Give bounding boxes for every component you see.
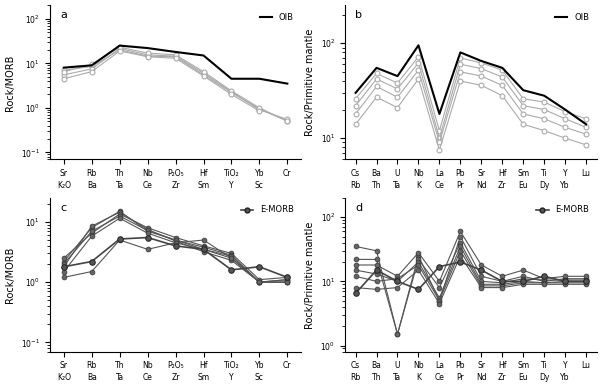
Text: Pr: Pr [456, 181, 464, 190]
Text: Zr: Zr [172, 181, 180, 190]
Text: Yb: Yb [560, 181, 570, 190]
Legend: E-MORB: E-MORB [237, 202, 297, 218]
Text: Zr: Zr [172, 373, 180, 382]
Text: Y: Y [229, 373, 234, 382]
Text: d: d [355, 203, 362, 213]
Text: c: c [60, 203, 66, 213]
Text: Ce: Ce [143, 373, 152, 382]
Text: Ce: Ce [435, 181, 444, 190]
Y-axis label: Rock/MORB: Rock/MORB [5, 54, 16, 110]
Text: Eu: Eu [518, 181, 528, 190]
Text: Dy: Dy [539, 181, 550, 190]
Text: Dy: Dy [539, 373, 550, 382]
Text: Ta: Ta [394, 373, 402, 382]
Y-axis label: Rock/Primitive mantle: Rock/Primitive mantle [305, 221, 315, 328]
Legend: OIB: OIB [256, 10, 297, 25]
Text: Ta: Ta [394, 181, 402, 190]
Text: Pr: Pr [456, 373, 464, 382]
Text: Eu: Eu [518, 373, 528, 382]
Text: Zr: Zr [498, 373, 506, 382]
Text: Nd: Nd [476, 181, 486, 190]
Text: Sc: Sc [255, 181, 264, 190]
Text: Ta: Ta [116, 181, 124, 190]
Text: K: K [416, 181, 421, 190]
Text: Zr: Zr [498, 181, 506, 190]
Text: Ce: Ce [143, 181, 152, 190]
Text: Sm: Sm [197, 373, 209, 382]
Legend: OIB: OIB [551, 10, 592, 25]
Text: Ba: Ba [87, 373, 97, 382]
Text: Th: Th [372, 373, 381, 382]
Text: Ba: Ba [87, 181, 97, 190]
Text: Sc: Sc [255, 373, 264, 382]
Text: Th: Th [372, 181, 381, 190]
Text: Rb: Rb [350, 373, 361, 382]
Text: K₂O: K₂O [57, 181, 71, 190]
Text: b: b [355, 10, 362, 20]
Legend: E-MORB: E-MORB [533, 202, 592, 218]
Text: K: K [416, 373, 421, 382]
Text: Rb: Rb [350, 181, 361, 190]
Text: Sm: Sm [197, 181, 209, 190]
Text: Nd: Nd [476, 373, 486, 382]
Text: Yb: Yb [560, 373, 570, 382]
Text: Y: Y [229, 181, 234, 190]
Y-axis label: Rock/MORB: Rock/MORB [5, 247, 16, 303]
Text: Ta: Ta [116, 373, 124, 382]
Text: K₂O: K₂O [57, 373, 71, 382]
Text: a: a [60, 10, 67, 20]
Text: Ce: Ce [435, 373, 444, 382]
Y-axis label: Rock/Primitive mantle: Rock/Primitive mantle [305, 28, 315, 136]
